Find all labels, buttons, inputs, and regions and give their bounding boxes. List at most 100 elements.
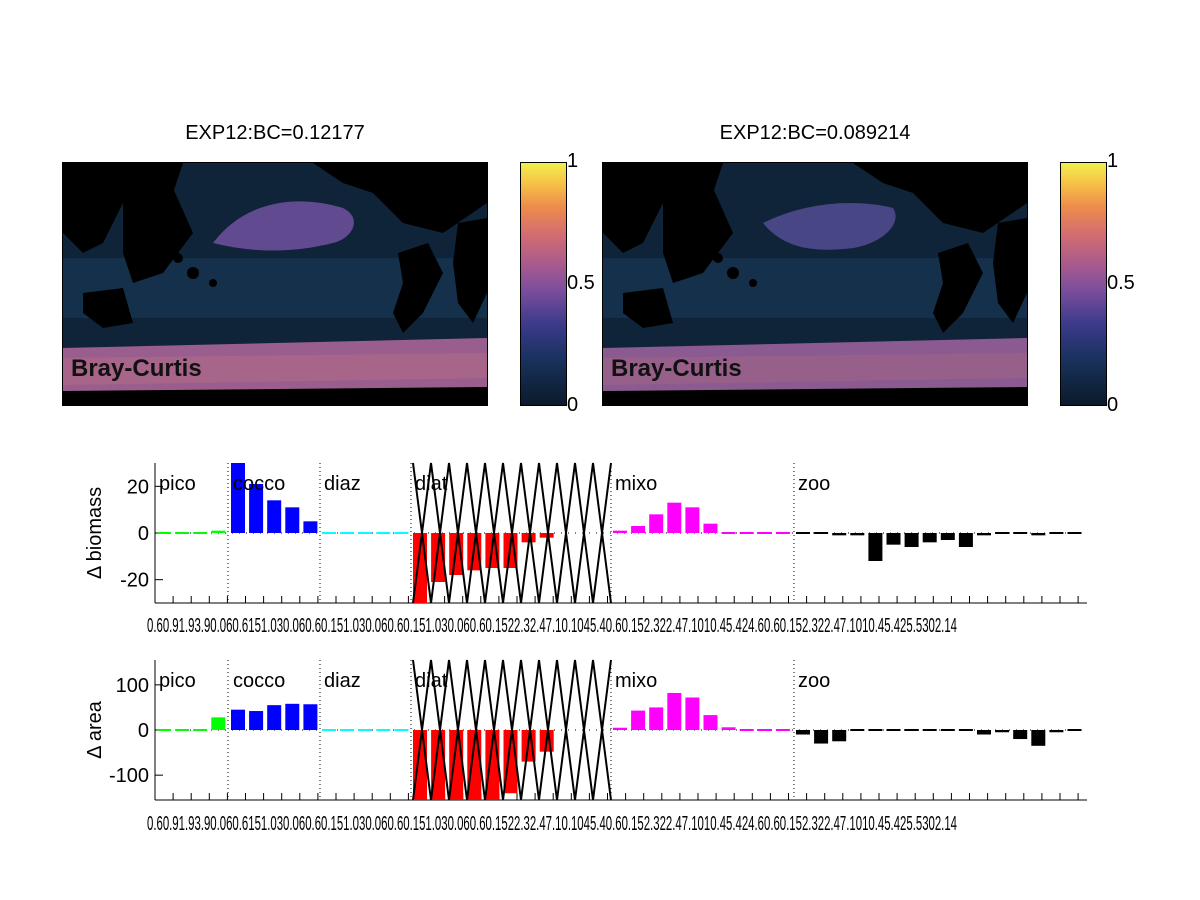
bar-mixo-2 <box>649 707 664 730</box>
bar-pico-0 <box>157 532 171 534</box>
bar-diaz-1 <box>340 532 355 534</box>
bar-cocco-0 <box>231 709 245 730</box>
bar-diaz-0 <box>322 729 336 731</box>
map-title-left: EXP12:BC=0.12177 <box>185 122 365 144</box>
bar-zoo-13 <box>1031 730 1046 746</box>
chart-0-group-label-mixo: mixo <box>615 473 657 495</box>
bar-cocco-2 <box>267 500 282 533</box>
bar-zoo-8 <box>940 533 955 540</box>
chart-0-group-label-zoo: zoo <box>798 473 830 495</box>
bar-cocco-4 <box>303 521 318 533</box>
chart-0-ylabel: Δ biomass <box>84 487 106 579</box>
bar-mixo-3 <box>667 502 682 533</box>
bar-mixo-4 <box>685 507 700 533</box>
bar-mixo-1 <box>631 710 646 730</box>
colorbar-right-tick-max: 1 <box>1107 150 1119 172</box>
bar-mixo-7 <box>739 729 754 731</box>
bar-zoo-11 <box>995 730 1010 733</box>
map-label-right: Bray-Curtis <box>611 355 742 382</box>
chart-0-ytick-label-2: -20 <box>120 570 149 592</box>
bar-zoo-15 <box>1067 729 1082 731</box>
bar-cocco-1 <box>249 484 264 533</box>
bar-zoo-4 <box>868 729 883 731</box>
bar-zoo-9 <box>958 533 973 547</box>
bar-diaz-2 <box>358 532 373 534</box>
bar-zoo-13 <box>1031 533 1046 536</box>
bar-mixo-5 <box>703 715 718 730</box>
bar-zoo-14 <box>1049 730 1064 733</box>
chart-0-group-label-pico: pico <box>159 473 196 495</box>
bar-cocco-3 <box>285 507 300 533</box>
bar-mixo-6 <box>721 727 736 730</box>
bar-cocco-0 <box>231 463 245 533</box>
bar-mixo-0 <box>613 727 627 730</box>
bar-diaz-2 <box>358 729 373 731</box>
map-panel-right: Bray-Curtis <box>602 162 1028 406</box>
bar-pico-2 <box>193 729 208 731</box>
bar-zoo-3 <box>850 533 865 536</box>
chart-0-group-label-diaz: diaz <box>324 473 361 495</box>
bar-zoo-4 <box>868 533 883 561</box>
bar-mixo-0 <box>613 530 627 533</box>
chart-1-ytick-label-0: 100 <box>116 675 149 697</box>
chart-1-ytick-label-1: 0 <box>138 720 149 742</box>
bar-zoo-10 <box>977 730 991 735</box>
map-label-left: Bray-Curtis <box>71 355 202 382</box>
chart-0-group-label-cocco: cocco <box>233 473 285 495</box>
bar-pico-2 <box>193 532 208 534</box>
bar-mixo-4 <box>685 697 700 730</box>
bar-mixo-1 <box>631 526 646 533</box>
bar-diaz-4 <box>394 532 409 534</box>
chart-1-group-label-cocco: cocco <box>233 670 285 692</box>
bar-zoo-14 <box>1049 532 1064 534</box>
chart-0-hatch-b <box>412 462 612 604</box>
bar-zoo-6 <box>904 533 919 547</box>
bar-zoo-12 <box>1013 730 1028 740</box>
chart-1-hatch-b <box>412 659 612 801</box>
bar-diaz-1 <box>340 729 355 731</box>
bar-zoo-9 <box>958 729 973 731</box>
bar-cocco-3 <box>285 703 300 730</box>
chart-1-ytick-label-2: -100 <box>109 765 149 787</box>
bar-cocco-4 <box>303 704 318 730</box>
bar-mixo-6 <box>721 532 736 534</box>
bar-zoo-6 <box>904 729 919 731</box>
bar-zoo-10 <box>977 533 991 536</box>
chart-1-group-label-diaz: diaz <box>324 670 361 692</box>
bar-zoo-1 <box>814 532 829 534</box>
bar-mixo-2 <box>649 514 664 533</box>
bar-zoo-3 <box>850 729 865 731</box>
bar-mixo-8 <box>757 532 772 534</box>
bar-mixo-7 <box>739 532 754 534</box>
chart-0-xtick-labels: 0.60.91.93.90.060.6151.030.060.60.151.03… <box>147 615 957 637</box>
colorbar-right-tick-min: 0 <box>1107 394 1119 416</box>
chart-1-group-label-pico: pico <box>159 670 196 692</box>
bar-zoo-7 <box>922 729 937 731</box>
bar-zoo-15 <box>1067 532 1082 534</box>
bar-diaz-0 <box>322 532 336 534</box>
colorbar-left-tick-min: 0 <box>567 394 579 416</box>
bar-mixo-5 <box>703 523 718 533</box>
bar-zoo-11 <box>995 532 1010 534</box>
bar-zoo-8 <box>940 729 955 731</box>
chart-0-group-label-diat: diat <box>415 473 448 495</box>
bar-zoo-7 <box>922 533 937 543</box>
ocean-map-right <box>603 163 1027 405</box>
chart-1-group-label-diat: diat <box>415 670 448 692</box>
ocean-map-left <box>63 163 487 405</box>
bar-cocco-2 <box>267 705 282 730</box>
map-title-right: EXP12:BC=0.089214 <box>719 122 911 144</box>
chart-0-ytick-label-0: 20 <box>127 476 149 498</box>
bar-diaz-3 <box>376 729 391 731</box>
bar-mixo-3 <box>667 692 682 730</box>
bar-zoo-12 <box>1013 532 1028 534</box>
bar-mixo-8 <box>757 729 772 731</box>
bar-pico-1 <box>175 729 190 731</box>
colorbar-left-tick-max: 1 <box>567 150 579 172</box>
chart-0-ytick-label-1: 0 <box>138 523 149 545</box>
colorbar-right-tick-mid: 0.5 <box>1107 272 1135 294</box>
map-panel-left: Bray-Curtis <box>62 162 488 406</box>
bar-zoo-5 <box>886 729 901 731</box>
bar-mixo-9 <box>775 729 790 731</box>
bar-zoo-2 <box>832 533 847 536</box>
